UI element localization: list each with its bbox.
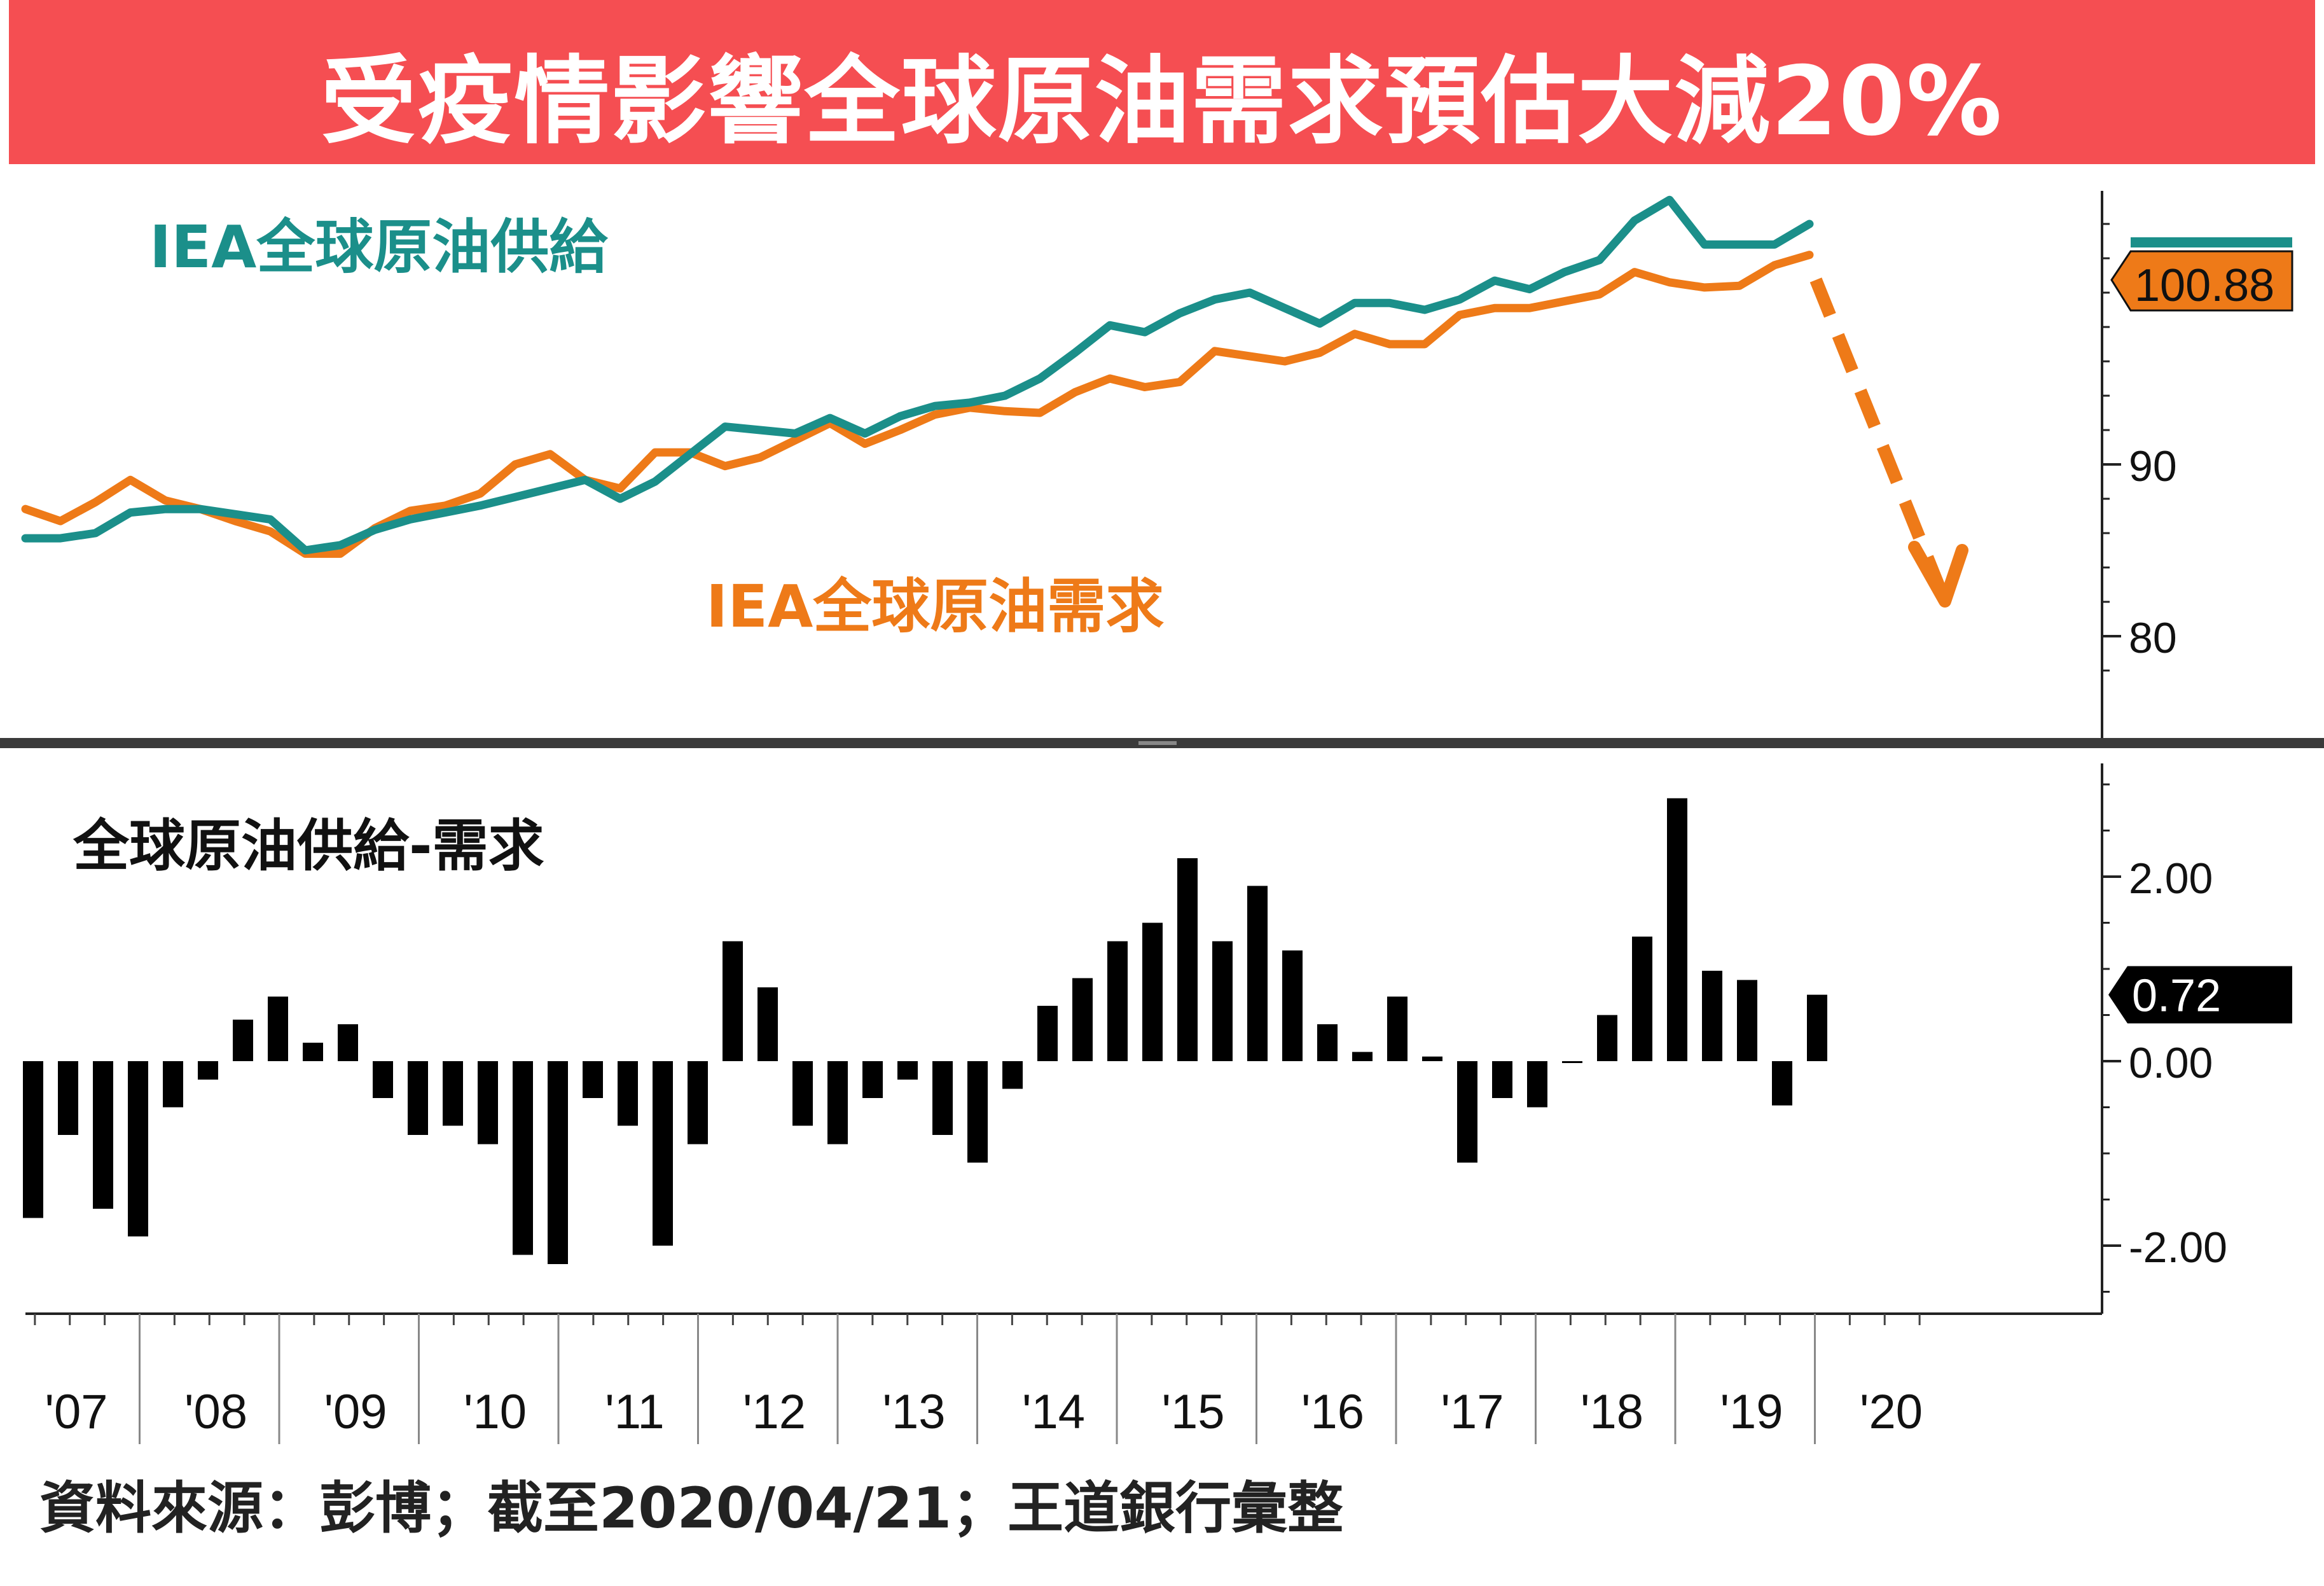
supply-last-marker [2131, 237, 2292, 247]
balance-bar [303, 1043, 323, 1061]
supply-series-label: IEA全球原油供給 [149, 213, 608, 281]
balance-bar [1212, 941, 1233, 1061]
balance-bar [932, 1061, 953, 1135]
x-tick-label: '17 [1441, 1385, 1504, 1439]
balance-bar [1492, 1061, 1512, 1098]
balance-bar [513, 1061, 533, 1255]
balance-bar [338, 1024, 358, 1061]
balance-last-value-badge [2108, 966, 2292, 1024]
divider-grip [1138, 741, 1177, 745]
balance-bar [1632, 936, 1652, 1061]
balance-bar [93, 1061, 113, 1209]
balance-bar [1422, 1056, 1442, 1061]
balance-bar [1002, 1061, 1023, 1089]
balance-bar [1387, 996, 1408, 1061]
balance-bar [1667, 798, 1687, 1061]
bottom-y-tick-label: -2.00 [2129, 1223, 2227, 1272]
x-tick-label: '08 [184, 1385, 247, 1439]
x-tick-label: '07 [45, 1385, 107, 1439]
balance-bar [1457, 1061, 1477, 1163]
balance-bar [23, 1061, 43, 1218]
balance-bar [1072, 978, 1093, 1061]
balance-bar [897, 1061, 918, 1080]
balance-bar [653, 1061, 673, 1246]
balance-last-value: 0.72 [2132, 971, 2221, 1022]
x-tick-label: '11 [605, 1385, 664, 1439]
balance-bar [967, 1061, 988, 1163]
x-tick-label: '18 [1580, 1385, 1643, 1439]
balance-bar [128, 1061, 148, 1237]
source-note: 資料來源：彭博；截至2020/04/21；王道銀行彙整 [39, 1475, 1344, 1541]
top-panel: 80 90 IEA全球原油供給 IEA全球原油需求 100.88 [0, 191, 2324, 748]
x-axis: '07 '08 '09 '10 '11 '12 '13 '14 '15 '16 '17 '18 '19 '… [25, 1312, 2102, 1444]
balance-bar [163, 1061, 183, 1108]
balance-bar [1037, 1006, 1058, 1061]
balance-bar [233, 1019, 253, 1061]
balance-bar [408, 1061, 428, 1135]
forecast-arrow-shaft [1809, 277, 1946, 591]
top-y-tick-label: 90 [2129, 442, 2177, 490]
balance-bar [618, 1061, 638, 1126]
balance-series-label: 全球原油供給-需求 [73, 813, 544, 879]
x-tick-label: '09 [324, 1385, 387, 1439]
balance-bar [862, 1061, 883, 1098]
balance-bar [827, 1061, 848, 1144]
bottom-y-tick-label: 0.00 [2129, 1039, 2213, 1087]
balance-bar [1737, 980, 1757, 1061]
forecast-arrow-head [1908, 541, 1968, 608]
x-tick-label: '15 [1161, 1385, 1224, 1439]
balance-bar [1282, 950, 1303, 1061]
balance-bar [548, 1061, 568, 1264]
balance-bar [1317, 1024, 1338, 1061]
balance-bar [757, 987, 778, 1061]
top-y-tick-label: 80 [2129, 614, 2177, 662]
bottom-y-tick-label: 2.00 [2129, 854, 2213, 903]
balance-bar [443, 1061, 463, 1126]
balance-bar [1527, 1061, 1547, 1108]
balance-bar [1352, 1052, 1373, 1061]
x-tick-label: '12 [743, 1385, 806, 1439]
x-tick-label: '16 [1301, 1385, 1364, 1439]
balance-bar [1597, 1015, 1617, 1061]
x-tick-label: '20 [1860, 1385, 1923, 1439]
bottom-panel: 2.00 0.00 -2.00 全球原油供給-需求 0.72 [23, 763, 2292, 1314]
balance-bar [58, 1061, 78, 1135]
balance-bar [1772, 1061, 1792, 1106]
balance-bar [198, 1061, 218, 1080]
supply-line [21, 195, 1814, 555]
demand-line [21, 251, 1814, 558]
demand-last-value: 100.88 [2134, 260, 2274, 311]
chart-title: 受疫情影響全球原油需求預估大減20% [321, 46, 2003, 157]
balance-bar [1702, 970, 1722, 1061]
balance-bar [1562, 1061, 1582, 1063]
balance-bar [723, 941, 743, 1061]
balance-bar [1177, 858, 1198, 1061]
demand-series-label: IEA全球原油需求 [706, 573, 1164, 641]
balance-bar [373, 1061, 393, 1098]
balance-bar [1107, 941, 1128, 1061]
x-tick-label: '19 [1720, 1385, 1783, 1439]
x-tick-label: '10 [464, 1385, 527, 1439]
balance-bar [792, 1061, 813, 1126]
balance-bar [478, 1061, 498, 1144]
balance-bar [268, 996, 288, 1061]
balance-bar [1247, 886, 1268, 1061]
x-tick-label: '14 [1022, 1385, 1085, 1439]
demand-last-value-badge [2110, 250, 2293, 312]
balance-bar [1807, 994, 1827, 1061]
balance-bar [1142, 922, 1163, 1061]
balance-bar [583, 1061, 603, 1098]
x-tick-label: '13 [882, 1385, 945, 1439]
balance-bar [688, 1061, 708, 1144]
title-banner: 受疫情影響全球原油需求預估大減20% [9, 0, 2315, 164]
